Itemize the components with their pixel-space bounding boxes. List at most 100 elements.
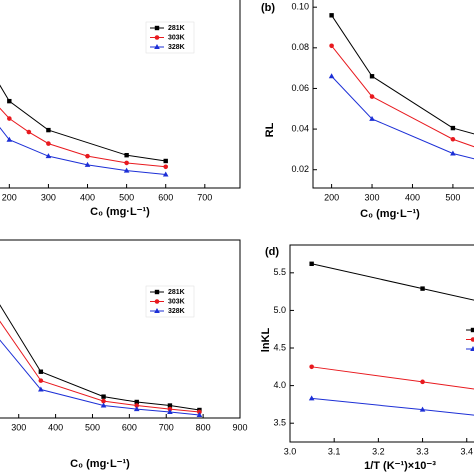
marker — [163, 158, 168, 164]
panel: 00300400500600700800900281K303K328KC₀ (m… — [0, 239, 248, 470]
x-tick-label: 700 — [159, 422, 174, 432]
series-line — [331, 15, 474, 135]
marker — [134, 403, 140, 408]
marker — [369, 115, 375, 121]
marker — [134, 399, 139, 405]
marker — [46, 127, 51, 133]
marker — [38, 378, 44, 383]
plot-frame — [0, 0, 241, 189]
x-tick-label: 500 — [119, 192, 134, 202]
marker — [6, 136, 13, 142]
marker — [309, 261, 314, 266]
marker — [420, 379, 425, 385]
legend-label: 303K — [168, 298, 185, 305]
marker — [329, 43, 334, 49]
panel: 3.0 3.1 3.2 3.3 3.4 3.5 4.0 4.5 5.0 5.5 1/T (K⁻¹)×… — [260, 244, 474, 472]
y-tick-label: 0.08 — [291, 42, 309, 52]
marker — [154, 299, 160, 304]
x-axis-label: C₀ (mg·L⁻¹) — [360, 208, 420, 220]
marker — [328, 73, 335, 79]
x-tick-label: 300 — [11, 422, 26, 432]
panel-label: (d) — [265, 246, 279, 258]
series-line — [331, 45, 474, 148]
marker — [369, 94, 375, 99]
marker — [470, 327, 474, 333]
marker — [124, 160, 129, 166]
marker — [419, 406, 426, 412]
x-tick-label: 300 — [365, 192, 380, 202]
x-tick-label: 400 — [48, 422, 63, 432]
x-tick-label: 3.2 — [372, 446, 385, 456]
panel-label: (b) — [261, 2, 275, 14]
x-tick-label: 500 — [445, 192, 460, 202]
marker — [133, 406, 140, 412]
panel: 200 300 400 500 0.02 0.04 0.06 0.08 0.10 C₀ (mg·L… — [261, 0, 474, 220]
marker — [450, 136, 456, 142]
legend-box — [145, 21, 195, 54]
marker — [7, 116, 12, 121]
marker — [470, 346, 474, 351]
y-tick-label: 0.10 — [291, 2, 309, 12]
marker — [162, 171, 169, 177]
series-line — [0, 84, 166, 162]
x-tick-label: 400 — [80, 192, 95, 202]
y-tick-label: 0.06 — [291, 83, 309, 93]
series-line — [0, 126, 166, 175]
x-tick-label: 900 — [232, 422, 247, 432]
marker — [101, 398, 106, 404]
marker — [45, 153, 52, 159]
data-area — [308, 261, 474, 416]
series-line — [331, 75, 474, 160]
marker — [101, 394, 106, 399]
y-tick-label: 0.04 — [291, 123, 309, 133]
legend-label: 281K — [168, 25, 185, 32]
data-area — [0, 84, 169, 177]
x-tick-label: 200 — [324, 192, 339, 202]
x-tick-label: 400 — [405, 192, 420, 202]
marker — [167, 408, 173, 414]
marker — [154, 308, 160, 313]
marker — [167, 403, 173, 408]
marker — [26, 129, 32, 135]
marker — [197, 409, 202, 415]
y-tick-label: 5.5 — [273, 267, 286, 277]
y-tick-label: 0.02 — [291, 164, 309, 174]
legend-label: 281K — [168, 289, 185, 296]
data-area — [328, 13, 474, 160]
x-tick-label: 800 — [196, 422, 211, 432]
marker — [154, 289, 160, 295]
marker — [154, 35, 160, 40]
x-tick-label: 500 — [85, 422, 100, 432]
marker — [450, 125, 456, 131]
x-tick-label: 600 — [158, 192, 173, 202]
marker — [450, 150, 456, 156]
marker — [123, 167, 130, 173]
series-line — [0, 320, 200, 413]
x-tick-label: 300 — [41, 192, 56, 202]
y-tick-label: 3.5 — [273, 418, 286, 428]
x-axis-label: C₀ (mg·L⁻¹) — [90, 206, 150, 218]
marker — [329, 13, 334, 18]
plot-frame — [312, 0, 474, 189]
legend-label: 328K — [168, 44, 185, 51]
series-line — [0, 339, 200, 416]
x-tick-label: 700 — [197, 192, 212, 202]
marker — [100, 402, 107, 408]
y-tick-label: 4.5 — [273, 342, 286, 352]
series-line — [0, 304, 200, 411]
x-tick-label: 200 — [2, 192, 17, 202]
marker — [84, 161, 91, 167]
marker — [196, 411, 203, 417]
marker — [154, 25, 160, 31]
y-axis-label: lnKL — [260, 328, 272, 353]
marker — [420, 286, 425, 291]
marker — [38, 386, 44, 392]
data-area — [0, 304, 203, 417]
y-tick-label: 5.0 — [273, 305, 286, 315]
x-axis-label: 1/T (K⁻¹)×10⁻³ — [364, 460, 436, 472]
x-axis-label: C₀ (mg·L⁻¹) — [70, 458, 130, 470]
legend-label: 303K — [168, 34, 185, 41]
marker — [38, 369, 44, 374]
marker — [470, 337, 474, 342]
